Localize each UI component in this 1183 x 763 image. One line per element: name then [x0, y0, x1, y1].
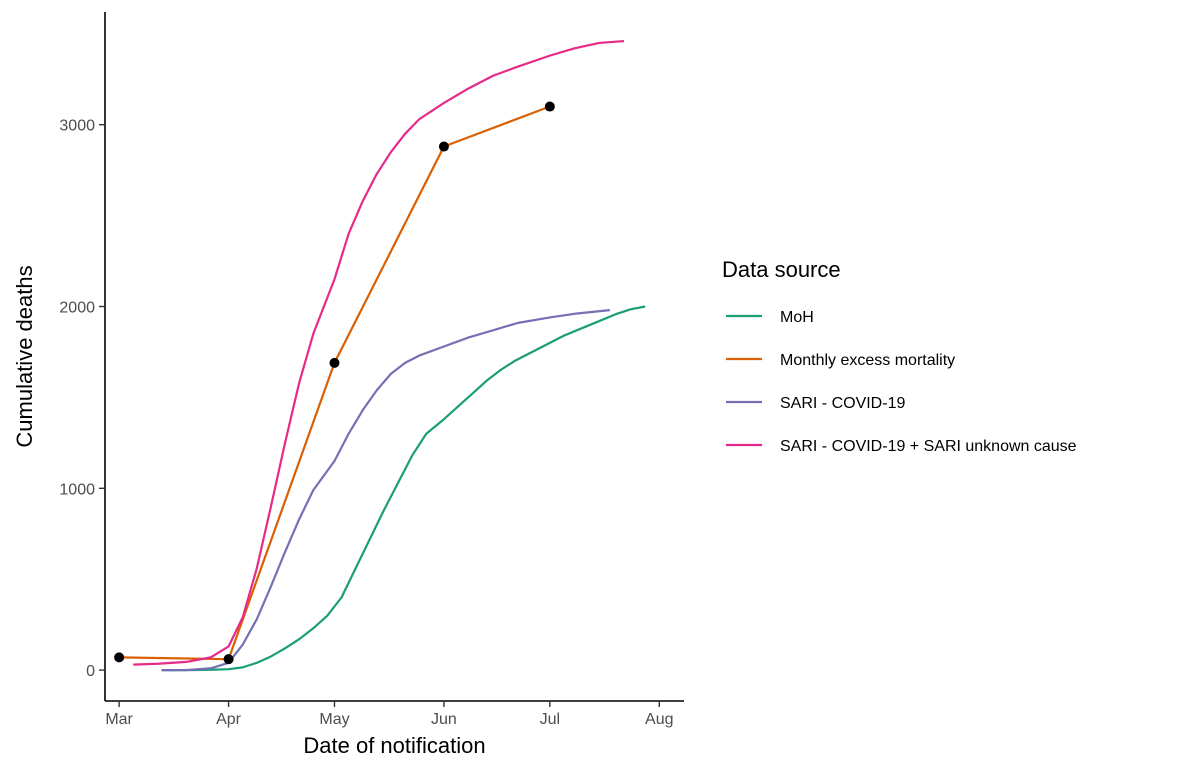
x-tick-label-jul: Jul	[540, 711, 560, 728]
y-tick-label-3000: 3000	[59, 118, 95, 135]
legend: Data source MoH Monthly excess mortality S…	[722, 257, 1077, 455]
plot-points	[114, 101, 555, 665]
data-point-monthly-excess-mortality	[438, 141, 449, 152]
x-axis-ticks: Mar Apr May Jun Jul Aug	[105, 701, 674, 728]
y-tick-label-0: 0	[86, 663, 95, 680]
legend-label-monthly-excess-mortality: Monthly excess mortality	[780, 352, 955, 369]
y-tick-label-1000: 1000	[59, 481, 95, 498]
y-tick-label-2000: 2000	[59, 300, 95, 317]
x-axis-title: Date of notification	[303, 733, 485, 758]
x-tick-label-may: May	[319, 711, 349, 728]
series-line-sari-covid-19	[161, 309, 610, 672]
legend-label-sari-covid-19-sari-unknown-cause: SARI - COVID-19 + SARI unknown cause	[780, 438, 1077, 455]
legend-title: Data source	[722, 257, 841, 282]
data-point-monthly-excess-mortality	[114, 652, 125, 663]
data-point-monthly-excess-mortality	[544, 101, 555, 112]
x-tick-label-aug: Aug	[645, 711, 673, 728]
plot-lines	[119, 39, 646, 672]
legend-items: MoH Monthly excess mortality SARI - COVID-…	[726, 309, 1077, 455]
data-point-monthly-excess-mortality	[329, 357, 340, 368]
x-tick-label-mar: Mar	[105, 711, 133, 728]
y-axis-ticks: 0 1000 2000 3000	[59, 118, 105, 680]
data-point-monthly-excess-mortality	[223, 654, 234, 665]
legend-label-moh: MoH	[780, 309, 814, 326]
x-tick-label-apr: Apr	[216, 711, 242, 728]
legend-label-sari-covid-19: SARI - COVID-19	[780, 395, 905, 412]
x-tick-label-jun: Jun	[431, 711, 457, 728]
y-axis-title: Cumulative deaths	[12, 265, 37, 447]
series-line-sari-covid-19-sari-unknown-cause	[133, 39, 625, 666]
series-line-moh	[161, 305, 646, 672]
